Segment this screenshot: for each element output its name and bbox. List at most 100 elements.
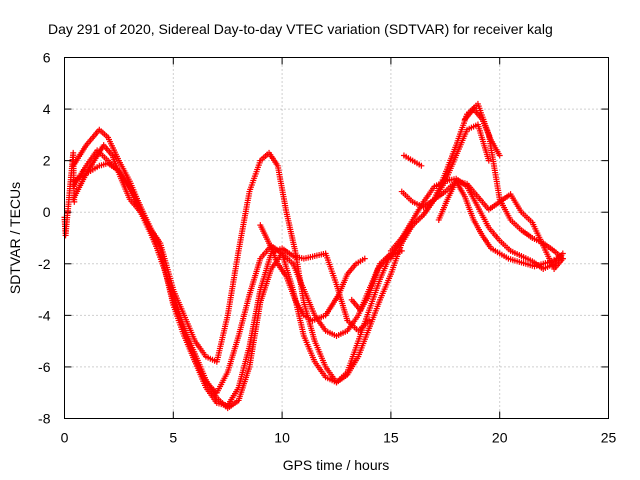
trace-markers	[400, 223, 415, 240]
trace-markers	[303, 313, 314, 323]
trace-markers	[312, 340, 328, 368]
x-axis-label: GPS time / hours	[283, 457, 390, 473]
y-tick-labels: -8 -6 -4 -2 0 2 4 6	[38, 50, 51, 427]
trace-markers	[487, 200, 501, 212]
trace-markers	[70, 152, 78, 203]
trace-markers	[432, 172, 448, 201]
trace-markers	[476, 195, 491, 211]
x-tick-label: 15	[383, 430, 399, 446]
trace-markers	[182, 335, 198, 363]
trace-markers	[247, 159, 263, 193]
series-arc-d	[70, 121, 492, 386]
trace-markers	[487, 226, 502, 242]
trace-markers	[280, 246, 295, 258]
trace-markers	[182, 327, 198, 355]
trace-markers	[509, 218, 523, 232]
trace-markers	[507, 256, 518, 264]
trace-markers	[182, 314, 198, 342]
trace-markers	[84, 144, 106, 175]
trace-markers	[226, 398, 240, 410]
trace-markers	[102, 143, 114, 157]
trace-markers	[472, 107, 484, 121]
trace-markers	[525, 261, 536, 269]
trace-markers	[336, 273, 350, 296]
trace-markers	[205, 354, 218, 364]
trace-markers	[258, 268, 274, 304]
trace-markers	[389, 236, 404, 253]
trace-markers	[323, 293, 341, 317]
trace-markers	[475, 123, 492, 162]
trace-markers	[215, 396, 229, 410]
trace-markers	[498, 239, 512, 253]
trace-markers	[498, 251, 510, 261]
trace-markers	[465, 185, 480, 208]
trace-markers	[313, 360, 328, 379]
trace-markers	[516, 258, 527, 267]
trace-markers	[335, 328, 349, 338]
trace-markers	[324, 328, 338, 338]
trace-markers	[400, 190, 414, 204]
trace-markers	[490, 246, 501, 256]
trace-markers	[127, 185, 143, 208]
trace-markers	[118, 177, 132, 201]
trace-markers	[138, 211, 154, 232]
trace-markers	[520, 210, 534, 224]
trace-markers	[171, 304, 187, 337]
trace-markers	[356, 327, 372, 358]
grid	[64, 57, 609, 419]
trace-markers	[394, 248, 403, 256]
trace-markers	[193, 360, 208, 384]
data-point	[398, 247, 405, 254]
trace-markers	[214, 371, 230, 394]
trace-markers	[466, 122, 479, 132]
data-point	[361, 255, 368, 262]
trace-markers	[355, 256, 366, 266]
y-tick-label: -6	[38, 359, 51, 375]
trace-markers	[117, 159, 132, 183]
trace-markers	[542, 241, 556, 253]
y-tick-label: 2	[43, 153, 51, 169]
trace-markers	[275, 165, 289, 213]
trace-markers	[157, 242, 176, 291]
trace-markers	[292, 250, 307, 304]
trace-markers	[236, 345, 252, 389]
trace-markers	[480, 118, 494, 141]
trace-markers	[311, 313, 327, 323]
trace-markers	[489, 138, 502, 157]
trace-markers	[509, 248, 523, 258]
y-tick-label: 0	[43, 204, 51, 220]
trace-markers	[366, 278, 383, 311]
plot-points	[61, 100, 566, 412]
trace-markers	[385, 251, 397, 261]
trace-markers	[358, 293, 372, 312]
x-tick-label: 20	[492, 430, 508, 446]
trace-markers	[480, 234, 493, 250]
trace-markers	[128, 198, 143, 214]
x-tick-labels: 0 5 10 15 20 25	[61, 430, 617, 446]
trace-markers	[411, 213, 425, 227]
plot-frame	[64, 57, 609, 419]
trace-markers	[110, 154, 124, 180]
trace-markers	[520, 254, 534, 264]
y-tick-label: -8	[38, 411, 51, 427]
trace-markers	[236, 293, 252, 337]
trace-markers	[247, 257, 263, 296]
trace-markers	[403, 153, 414, 163]
trace-markers	[471, 218, 485, 237]
trace-markers	[345, 355, 361, 376]
trace-markers	[476, 206, 491, 229]
trace-markers	[171, 288, 187, 317]
trace-markers	[236, 366, 252, 402]
trace-markers	[462, 195, 476, 221]
x-tick-label: 5	[169, 430, 177, 446]
trace-markers	[376, 257, 389, 271]
data-point	[496, 152, 503, 159]
trace-markers	[214, 314, 231, 363]
y-tick-label: 6	[43, 50, 51, 66]
trace-markers	[411, 158, 423, 168]
y-tick-label: -4	[38, 307, 51, 323]
trace-markers	[204, 386, 219, 405]
trace-markers	[293, 298, 306, 317]
trace-markers	[324, 365, 339, 384]
trace-markers	[258, 252, 274, 291]
